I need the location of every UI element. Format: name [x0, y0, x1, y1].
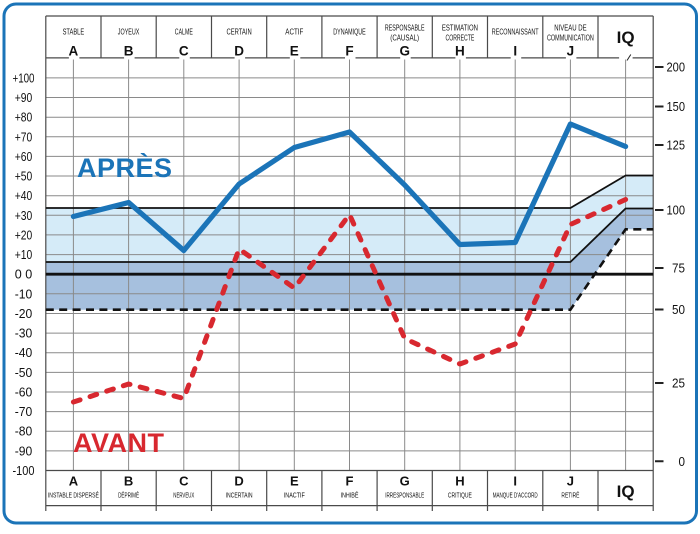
svg-text:+30: +30	[15, 208, 33, 223]
svg-text:0: 0	[679, 454, 686, 469]
svg-text:E: E	[290, 44, 299, 59]
svg-text:NIVEAU DE: NIVEAU DE	[554, 24, 586, 33]
svg-text:D: D	[234, 474, 243, 489]
svg-text:-80: -80	[15, 424, 33, 439]
svg-text:INACTIF: INACTIF	[284, 491, 305, 500]
svg-text:NERVEUX: NERVEUX	[173, 491, 194, 500]
svg-text:B: B	[124, 474, 133, 489]
svg-text:(CAUSAL): (CAUSAL)	[390, 34, 419, 43]
svg-text:+40: +40	[15, 188, 33, 203]
svg-text:50: 50	[672, 302, 685, 317]
svg-text:APRÈS: APRÈS	[77, 152, 173, 183]
svg-text:INCERTAIN: INCERTAIN	[226, 491, 253, 500]
svg-text:RETIRÉ: RETIRÉ	[561, 491, 579, 500]
svg-text:C: C	[179, 44, 189, 59]
svg-text:-30: -30	[15, 326, 33, 341]
svg-text:CRITIQUE: CRITIQUE	[448, 491, 472, 500]
svg-text:INSTABLE DISPERSÉ: INSTABLE DISPERSÉ	[48, 491, 99, 500]
svg-text:+90: +90	[15, 90, 33, 105]
svg-text:-70: -70	[15, 404, 33, 419]
svg-text:+80: +80	[15, 110, 33, 125]
svg-text:ACTIF: ACTIF	[285, 28, 303, 37]
svg-text:IQ: IQ	[617, 28, 635, 47]
svg-text:200: 200	[667, 60, 686, 75]
svg-text:CORRECTE: CORRECTE	[446, 34, 475, 43]
svg-text:+10: +10	[15, 247, 33, 262]
svg-text:F: F	[345, 44, 353, 59]
svg-text:H: H	[455, 44, 465, 59]
svg-text:DYNAMIQUE: DYNAMIQUE	[333, 28, 365, 37]
svg-text:G: G	[400, 474, 410, 489]
svg-text:+20: +20	[15, 227, 33, 242]
svg-text:150: 150	[667, 99, 686, 114]
svg-text:INHIBÉ: INHIBÉ	[341, 491, 359, 500]
svg-text:+50: +50	[15, 169, 33, 184]
svg-text:+100: +100	[13, 70, 35, 85]
svg-text:-10: -10	[15, 286, 33, 301]
svg-text:ESTIMATION: ESTIMATION	[442, 24, 478, 33]
svg-text:J: J	[567, 474, 574, 489]
svg-text:-100: -100	[13, 463, 35, 478]
svg-text:-60: -60	[15, 385, 33, 400]
svg-text:0 0: 0 0	[15, 267, 33, 282]
svg-text:+70: +70	[15, 129, 33, 144]
svg-text:I: I	[513, 474, 517, 489]
svg-text:A: A	[69, 474, 79, 489]
svg-text:IQ: IQ	[617, 482, 635, 501]
svg-text:75: 75	[672, 261, 685, 276]
svg-text:125: 125	[667, 138, 686, 153]
svg-text:B: B	[124, 44, 134, 59]
svg-text:CALME: CALME	[175, 28, 193, 37]
svg-text:C: C	[179, 474, 189, 489]
svg-text:-40: -40	[15, 345, 33, 360]
svg-text:100: 100	[667, 203, 686, 218]
svg-text:-90: -90	[15, 443, 33, 458]
svg-text:STABLE: STABLE	[63, 28, 85, 37]
svg-text:J: J	[567, 44, 575, 59]
svg-text:+60: +60	[15, 149, 33, 164]
svg-text:DÉPRIMÉ: DÉPRIMÉ	[118, 491, 139, 500]
svg-text:D: D	[234, 44, 244, 59]
svg-text:H: H	[455, 474, 464, 489]
svg-text:RESPONSABLE: RESPONSABLE	[385, 24, 425, 33]
svg-text:-20: -20	[15, 306, 33, 321]
svg-text:AVANT: AVANT	[73, 428, 165, 458]
svg-text:E: E	[290, 474, 299, 489]
svg-text:COMMUNICATION: COMMUNICATION	[547, 34, 594, 43]
svg-text:25: 25	[672, 376, 685, 391]
svg-text:RECONNAISSANT: RECONNAISSANT	[492, 28, 539, 37]
svg-text:CERTAIN: CERTAIN	[227, 28, 252, 37]
svg-text:A: A	[69, 44, 79, 59]
svg-text:I: I	[513, 44, 517, 59]
svg-text:JOYEUX: JOYEUX	[118, 28, 140, 37]
svg-text:F: F	[346, 474, 354, 489]
svg-text:IRRESPONSABLE: IRRESPONSABLE	[385, 491, 424, 500]
svg-text:-50: -50	[15, 365, 33, 380]
svg-text:G: G	[399, 44, 410, 59]
svg-text:MANQUE D'ACCORD: MANQUE D'ACCORD	[493, 491, 538, 500]
